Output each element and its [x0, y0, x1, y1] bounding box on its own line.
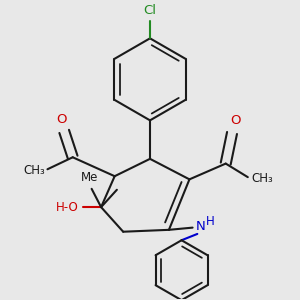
Text: Me: Me	[81, 171, 99, 184]
Text: H-O: H-O	[56, 201, 78, 214]
Text: H: H	[206, 215, 214, 228]
Text: CH₃: CH₃	[251, 172, 273, 185]
Text: O: O	[56, 113, 66, 126]
Text: N: N	[196, 220, 206, 233]
Text: O: O	[230, 114, 240, 127]
Text: CH₃: CH₃	[23, 164, 45, 177]
Text: Cl: Cl	[143, 4, 157, 17]
